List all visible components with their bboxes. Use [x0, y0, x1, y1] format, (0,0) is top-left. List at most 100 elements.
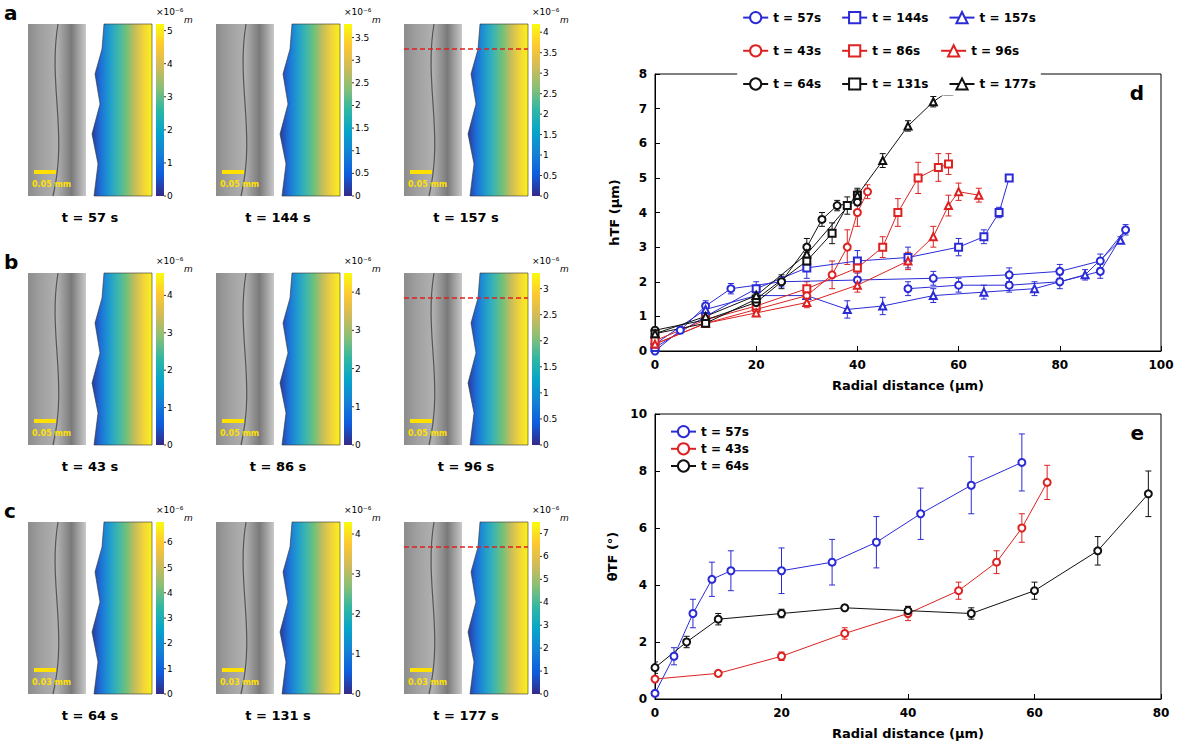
svg-text:3: 3	[543, 620, 549, 630]
svg-text:0: 0	[543, 191, 549, 201]
svg-text:1: 1	[543, 150, 549, 160]
svg-text:t = 86 s: t = 86 s	[250, 459, 307, 474]
svg-text:0.03 mm: 0.03 mm	[220, 678, 259, 687]
svg-text:0: 0	[543, 440, 549, 450]
svg-text:5: 5	[639, 171, 647, 185]
svg-text:d: d	[1130, 81, 1144, 105]
svg-text:t = 96 s: t = 96 s	[438, 459, 495, 474]
svg-text:b: b	[4, 250, 18, 274]
svg-text:80: 80	[1051, 358, 1068, 372]
svg-text:0.05 mm: 0.05 mm	[32, 429, 71, 438]
svg-text:a: a	[4, 1, 18, 25]
svg-text:5: 5	[543, 574, 549, 584]
svg-text:3: 3	[543, 68, 549, 78]
svg-text:t = 131s: t = 131s	[872, 77, 928, 91]
svg-text:2: 2	[543, 336, 549, 346]
svg-text:1: 1	[355, 402, 361, 412]
svg-text:0: 0	[355, 689, 361, 699]
svg-text:t = 43 s: t = 43 s	[62, 459, 119, 474]
svg-text:1: 1	[167, 403, 173, 413]
svg-text:0.05 mm: 0.05 mm	[220, 180, 259, 189]
svg-text:6: 6	[639, 136, 647, 150]
svg-text:1: 1	[167, 664, 173, 674]
svg-text:m: m	[372, 264, 381, 274]
svg-text:20: 20	[773, 706, 790, 720]
svg-text:t = 96s: t = 96s	[971, 44, 1019, 58]
svg-text:0: 0	[167, 689, 173, 699]
svg-text:3: 3	[167, 328, 173, 338]
svg-text:6: 6	[543, 551, 549, 561]
svg-text:60: 60	[950, 358, 967, 372]
svg-text:2: 2	[355, 364, 361, 374]
svg-text:m: m	[184, 264, 193, 274]
svg-text:1: 1	[639, 309, 647, 323]
svg-text:1: 1	[167, 158, 173, 168]
svg-text:7: 7	[543, 528, 549, 538]
svg-text:100: 100	[1148, 358, 1173, 372]
svg-text:2: 2	[167, 365, 173, 375]
svg-text:t = 144s: t = 144s	[872, 11, 928, 25]
svg-text:0: 0	[639, 344, 647, 358]
svg-text:c: c	[4, 499, 16, 523]
svg-text:0: 0	[651, 358, 659, 372]
svg-text:t = 64s: t = 64s	[701, 459, 749, 473]
svg-text:0.05 mm: 0.05 mm	[408, 180, 447, 189]
svg-text:m: m	[560, 15, 569, 25]
svg-text:hTF (µm): hTF (µm)	[607, 179, 622, 246]
svg-text:m: m	[372, 15, 381, 25]
svg-text:0.5: 0.5	[543, 414, 557, 424]
svg-text:3: 3	[167, 92, 173, 102]
svg-text:3.5: 3.5	[543, 48, 557, 58]
svg-text:2: 2	[167, 638, 173, 648]
svg-text:0: 0	[355, 191, 361, 201]
svg-text:0.05 mm: 0.05 mm	[408, 429, 447, 438]
svg-text:×10⁻⁶: ×10⁻⁶	[344, 256, 372, 266]
svg-text:3.5: 3.5	[355, 33, 369, 43]
svg-text:5: 5	[167, 26, 173, 36]
svg-text:×10⁻⁶: ×10⁻⁶	[532, 505, 560, 515]
svg-text:4: 4	[167, 588, 173, 598]
svg-text:2.5: 2.5	[355, 78, 369, 88]
svg-text:4: 4	[355, 287, 361, 297]
svg-text:2: 2	[355, 609, 361, 619]
svg-text:7: 7	[639, 102, 647, 116]
svg-text:3: 3	[355, 325, 361, 335]
svg-text:0.03 mm: 0.03 mm	[32, 678, 71, 687]
svg-text:×10⁻⁶: ×10⁻⁶	[156, 505, 184, 515]
svg-text:m: m	[560, 264, 569, 274]
svg-text:0: 0	[639, 692, 647, 706]
svg-text:4: 4	[639, 206, 647, 220]
svg-text:6: 6	[167, 537, 173, 547]
svg-text:0: 0	[167, 191, 173, 201]
svg-text:3: 3	[543, 284, 549, 294]
svg-text:60: 60	[1026, 706, 1043, 720]
svg-text:t = 177s: t = 177s	[979, 77, 1035, 91]
svg-text:×10⁻⁶: ×10⁻⁶	[532, 256, 560, 266]
svg-text:×10⁻⁶: ×10⁻⁶	[344, 7, 372, 17]
svg-text:1: 1	[355, 649, 361, 659]
svg-text:2.5: 2.5	[543, 310, 557, 320]
svg-text:t = 64s: t = 64s	[773, 77, 821, 91]
svg-text:t = 57s: t = 57s	[773, 11, 821, 25]
svg-text:m: m	[184, 513, 193, 523]
svg-text:2: 2	[543, 643, 549, 653]
svg-text:8: 8	[639, 464, 647, 478]
svg-text:40: 40	[900, 706, 917, 720]
svg-text:0: 0	[355, 440, 361, 450]
svg-text:θTF (°): θTF (°)	[605, 532, 620, 582]
svg-text:3: 3	[167, 613, 173, 623]
svg-text:2: 2	[639, 275, 647, 289]
svg-text:0.03 mm: 0.03 mm	[408, 678, 447, 687]
svg-text:1.5: 1.5	[355, 123, 369, 133]
svg-text:1: 1	[355, 146, 361, 156]
svg-text:t = 157 s: t = 157 s	[433, 210, 499, 225]
svg-text:t = 43s: t = 43s	[701, 442, 749, 456]
svg-text:Radial distance (µm): Radial distance (µm)	[832, 726, 984, 741]
svg-text:×10⁻⁶: ×10⁻⁶	[156, 7, 184, 17]
svg-text:20: 20	[748, 358, 765, 372]
svg-text:4: 4	[167, 59, 173, 69]
svg-text:0: 0	[543, 689, 549, 699]
svg-text:m: m	[184, 15, 193, 25]
svg-text:t = 86s: t = 86s	[872, 44, 920, 58]
svg-text:t = 64 s: t = 64 s	[62, 708, 119, 723]
